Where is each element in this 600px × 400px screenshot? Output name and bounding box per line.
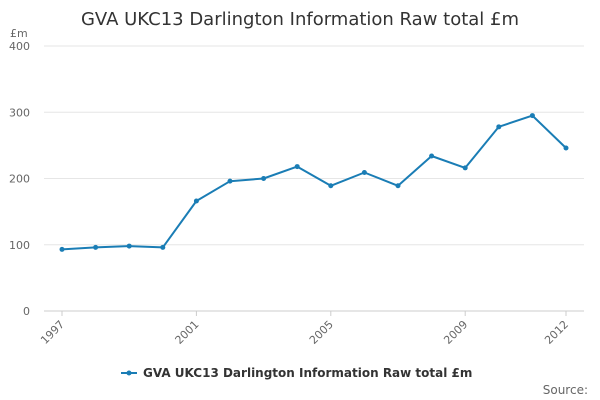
series-line bbox=[61, 114, 567, 251]
legend-point-marker bbox=[126, 370, 132, 376]
x-tick-label: 2005 bbox=[307, 318, 336, 347]
data-point-2012[interactable] bbox=[563, 145, 569, 151]
x-tick-label: 1997 bbox=[38, 318, 67, 347]
y-tick-label: 200 bbox=[9, 173, 30, 186]
data-point-2008[interactable] bbox=[429, 153, 435, 159]
x-tick-label: 2001 bbox=[173, 318, 202, 347]
data-point-2006[interactable] bbox=[361, 170, 367, 176]
data-point-2005[interactable] bbox=[328, 183, 334, 189]
data-point-2007[interactable] bbox=[395, 183, 401, 189]
x-tick-label: 2012 bbox=[542, 318, 571, 347]
y-axis-unit: £m bbox=[10, 27, 28, 40]
chart-title: GVA UKC13 Darlington Information Raw tot… bbox=[81, 9, 519, 30]
series-layer bbox=[59, 113, 569, 252]
data-point-2011[interactable] bbox=[529, 113, 535, 119]
data-point-2002[interactable] bbox=[227, 178, 233, 184]
data-point-1998[interactable] bbox=[93, 244, 99, 250]
data-point-1997[interactable] bbox=[59, 246, 65, 252]
y-tick-label: 100 bbox=[9, 239, 30, 252]
data-point-2001[interactable] bbox=[193, 198, 199, 204]
data-point-1999[interactable] bbox=[126, 243, 132, 249]
grid bbox=[44, 45, 584, 312]
data-point-2003[interactable] bbox=[261, 176, 267, 181]
x-axis-ticks: 1997 2001 2005 2009 2012 bbox=[38, 311, 571, 347]
data-point-2004[interactable] bbox=[294, 164, 300, 170]
data-point-2000[interactable] bbox=[160, 244, 166, 250]
legend[interactable]: GVA UKC13 Darlington Information Raw tot… bbox=[121, 366, 472, 380]
y-tick-label: 300 bbox=[9, 106, 30, 119]
x-tick-label: 2009 bbox=[441, 318, 470, 347]
y-axis-ticks: 0 100 200 300 400 bbox=[9, 40, 30, 318]
source-label: Source: bbox=[543, 383, 588, 397]
data-point-2010[interactable] bbox=[496, 124, 502, 130]
y-tick-label: 0 bbox=[23, 305, 30, 318]
y-tick-label: 400 bbox=[9, 40, 30, 53]
data-point-2009[interactable] bbox=[462, 165, 468, 171]
legend-label: GVA UKC13 Darlington Information Raw tot… bbox=[143, 366, 472, 380]
